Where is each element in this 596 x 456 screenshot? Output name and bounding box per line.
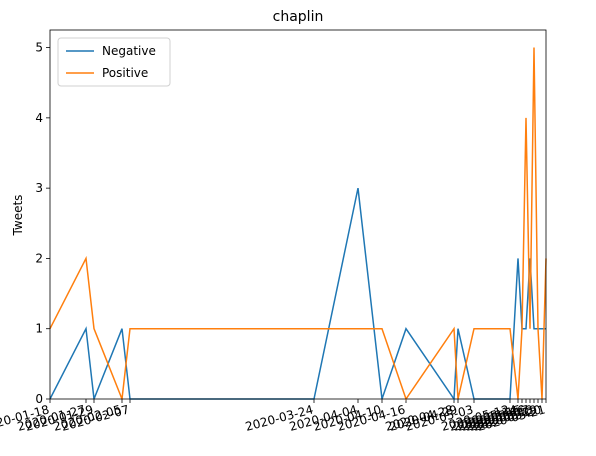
y-tick-label: 4	[35, 111, 43, 125]
line	[49, 187, 546, 402]
chart-title: chaplin	[273, 9, 324, 25]
plot-frame	[49, 29, 547, 400]
y-tick-label: 0	[35, 392, 43, 406]
legend-label: Negative	[102, 44, 156, 58]
y-tick-label: 2	[35, 251, 43, 265]
y-tick-label: 5	[35, 41, 43, 55]
y-axis-label: Tweets	[11, 195, 25, 237]
y-tick-label: 1	[35, 322, 43, 336]
y-tick-label: 3	[35, 181, 43, 195]
legend-label: Positive	[102, 66, 148, 80]
legend-box	[57, 37, 171, 87]
